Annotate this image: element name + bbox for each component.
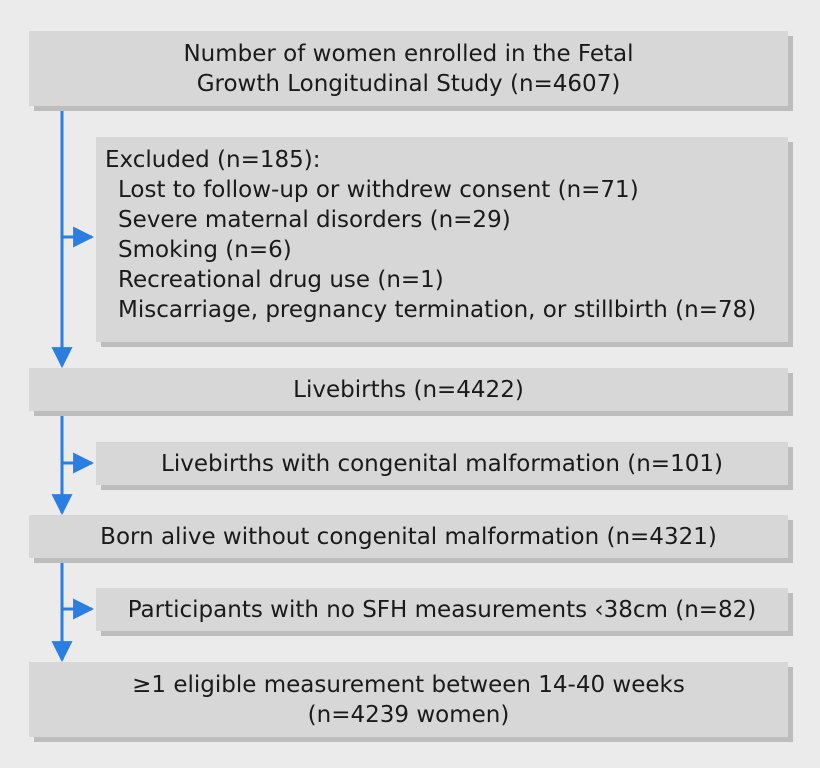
excluded-item-maternal-disorders: Severe maternal disorders (n=29) bbox=[118, 207, 511, 233]
eligible-box: ≥1 eligible measurement between 14-40 we… bbox=[29, 662, 788, 737]
livebirths-label: Livebirths (n=4422) bbox=[293, 376, 524, 403]
malformation-label: Livebirths with congenital malformation … bbox=[161, 450, 723, 477]
excluded-item-drug-use: Recreational drug use (n=1) bbox=[118, 267, 444, 293]
enrolled-box: Number of women enrolled in the Fetal Gr… bbox=[29, 31, 788, 106]
enrolled-line2: Growth Longitudinal Study (n=4607) bbox=[196, 70, 621, 97]
excluded-item-smoking: Smoking (n=6) bbox=[118, 237, 292, 263]
excluded-heading: Excluded (n=185): bbox=[105, 147, 321, 173]
excluded-item-miscarriage: Miscarriage, pregnancy termination, or s… bbox=[118, 297, 757, 323]
excluded-box: Excluded (n=185): Lost to follow-up or w… bbox=[96, 137, 788, 342]
no-sfh-label: Participants with no SFH measurements ‹3… bbox=[127, 596, 757, 623]
excluded-item-lost-followup: Lost to follow-up or withdrew consent (n… bbox=[118, 177, 639, 203]
born-alive-box: Born alive without congenital malformati… bbox=[29, 515, 788, 558]
enrolled-line1: Number of women enrolled in the Fetal bbox=[183, 40, 634, 67]
livebirths-box: Livebirths (n=4422) bbox=[29, 368, 788, 411]
born-alive-label: Born alive without congenital malformati… bbox=[100, 523, 717, 550]
eligible-line2: (n=4239 women) bbox=[307, 701, 510, 728]
malformation-box: Livebirths with congenital malformation … bbox=[96, 442, 788, 485]
eligible-line1: ≥1 eligible measurement between 14-40 we… bbox=[132, 671, 685, 698]
no-sfh-box: Participants with no SFH measurements ‹3… bbox=[96, 588, 788, 631]
